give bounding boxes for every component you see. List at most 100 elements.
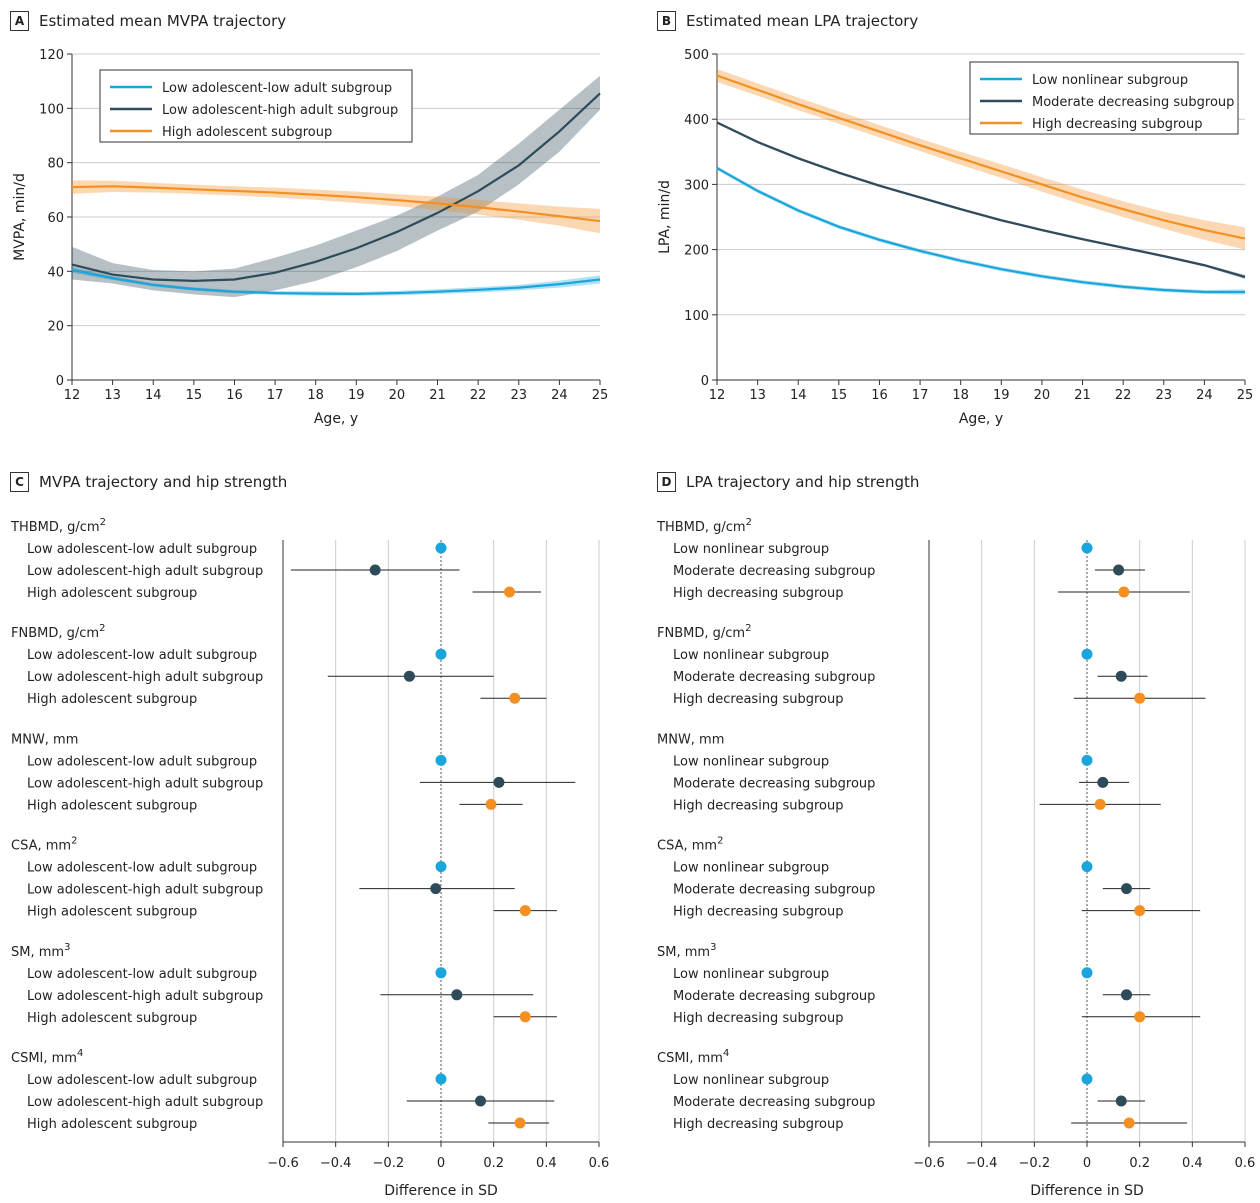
panel-c-header: C MVPA trajectory and hip strength xyxy=(10,472,287,492)
panel-b-letter: B xyxy=(657,11,676,31)
chart-a-xtick-label: 12 xyxy=(64,388,81,403)
chart-c-row-label: Low adolescent-low adult subgroup xyxy=(27,648,257,663)
chart-c-point-estimate xyxy=(435,1073,447,1085)
chart-d-row-label: Low nonlinear subgroup xyxy=(673,967,829,982)
chart-c-point-estimate xyxy=(435,967,447,979)
chart-d-group-label-sup: 2 xyxy=(745,623,751,634)
chart-c-point-estimate xyxy=(509,692,521,704)
chart-c-group-label-6: CSMI, mm4 xyxy=(11,1048,83,1066)
chart-d-point-estimate xyxy=(1094,798,1106,810)
chart-d-row-label: High decreasing subgroup xyxy=(673,586,843,601)
chart-d-row-label: High decreasing subgroup xyxy=(673,692,843,707)
chart-c-point-estimate xyxy=(519,905,531,917)
chart-b-xtick-label: 14 xyxy=(790,388,807,403)
chart-c-xtick-label: 0.4 xyxy=(536,1156,557,1171)
chart-a-xtick-label: 14 xyxy=(145,388,162,403)
chart-a-series-line-2 xyxy=(71,92,601,282)
chart-c-point-estimate xyxy=(514,1117,526,1129)
chart-b-ytick-label: 0 xyxy=(701,374,709,389)
chart-c-row-label: Low adolescent-low adult subgroup xyxy=(27,754,257,769)
chart-d-row-label: Low nonlinear subgroup xyxy=(673,754,829,769)
chart-c-x-axis-label: Difference in SD xyxy=(384,1183,498,1199)
chart-c-point-estimate xyxy=(403,670,415,682)
chart-d-row-label: Low nonlinear subgroup xyxy=(673,1073,829,1088)
chart-b-ci-band-3 xyxy=(717,68,1245,250)
chart-d-group-label-4: CSA, mm2 xyxy=(657,836,723,854)
chart-b-xtick-label: 19 xyxy=(993,388,1010,403)
chart-d-point-estimate xyxy=(1121,883,1132,895)
chart-b-ytick-label: 500 xyxy=(684,48,709,63)
chart-d-xtick-label: 0.2 xyxy=(1129,1156,1150,1171)
chart-a-xtick-label: 13 xyxy=(104,388,121,403)
panel-c-title: MVPA trajectory and hip strength xyxy=(39,473,288,491)
chart-c-xtick-label: 0.6 xyxy=(589,1156,610,1171)
chart-c-point-estimate xyxy=(435,861,447,873)
chart-a-ytick-label: 0 xyxy=(56,374,64,389)
chart-b-xtick-label: 15 xyxy=(831,388,848,403)
chart-c-row-label: High adolescent subgroup xyxy=(27,798,197,813)
chart-c-xtick-label: 0 xyxy=(437,1156,445,1171)
chart-d-group-label-1: THBMD, g/cm2 xyxy=(656,517,752,535)
chart-a-ytick-label: 100 xyxy=(39,102,64,117)
chart-c-group-label-sup: 2 xyxy=(99,623,105,634)
chart-d-x-axis-label: Difference in SD xyxy=(1030,1183,1144,1199)
chart-d-point-estimate xyxy=(1081,542,1093,554)
chart-a-ci-band-3 xyxy=(72,180,600,234)
chart-d-point-estimate xyxy=(1115,670,1127,682)
chart-c-group-label-sup: 2 xyxy=(71,836,77,847)
chart-d-group-label-sup: 2 xyxy=(717,836,723,847)
panel-d-header: D LPA trajectory and hip strength xyxy=(657,472,919,492)
chart-d-xtick-label: −0.4 xyxy=(966,1156,998,1171)
chart-a-y-axis-label: MVPA, min/d xyxy=(12,173,28,261)
chart-a-xtick-label: 17 xyxy=(267,388,284,403)
chart-d-group-label-3: MNW, mm xyxy=(657,732,724,747)
chart-d-xtick-label: 0.4 xyxy=(1182,1156,1203,1171)
chart-d-row-label: Low nonlinear subgroup xyxy=(673,861,829,876)
chart-a-xtick-label: 23 xyxy=(510,388,527,403)
chart-d-point-estimate xyxy=(1081,1073,1093,1085)
chart-a-x-axis-label: Age, y xyxy=(314,411,358,427)
chart-d-point-estimate xyxy=(1081,967,1093,979)
chart-d-xtick-label: −0.2 xyxy=(1019,1156,1051,1171)
chart-b-xtick-label: 12 xyxy=(709,388,726,403)
chart-d-row-label: Moderate decreasing subgroup xyxy=(673,989,875,1004)
chart-c-row-label: High adolescent subgroup xyxy=(27,905,197,920)
chart-c-point-estimate xyxy=(430,883,442,895)
chart-b-ytick-label: 200 xyxy=(684,244,709,259)
chart-c-point-estimate xyxy=(435,754,447,766)
chart-c-row-label: Low adolescent-high adult subgroup xyxy=(27,1095,263,1110)
chart-c-group-label-sup: 2 xyxy=(100,517,106,528)
chart-b-y-axis-label: LPA, min/d xyxy=(657,180,673,254)
chart-b-series-line-3 xyxy=(716,74,1246,240)
chart-b-legend-label-3: High decreasing subgroup xyxy=(1032,117,1202,132)
chart-b-series-line-2 xyxy=(716,121,1246,279)
chart-c-point-estimate xyxy=(369,564,381,576)
chart-c-point-estimate xyxy=(503,586,515,598)
panel-a-title: Estimated mean MVPA trajectory xyxy=(39,12,287,30)
chart-d-point-estimate xyxy=(1134,692,1146,704)
chart-c-row-label: High adolescent subgroup xyxy=(27,1011,197,1026)
chart-c-group-label-sup: 3 xyxy=(64,942,70,953)
chart-b-legend-label-1: Low nonlinear subgroup xyxy=(1032,73,1188,88)
chart-a-legend-label-2: Low adolescent-high adult subgroup xyxy=(162,103,398,118)
chart-d-point-estimate xyxy=(1097,776,1109,788)
chart-b-xtick-label: 21 xyxy=(1074,388,1091,403)
chart-c-row-label: Low adolescent-low adult subgroup xyxy=(27,861,257,876)
chart-d-group-label-sup: 4 xyxy=(723,1048,729,1059)
chart-d-row-label: Moderate decreasing subgroup xyxy=(673,670,875,685)
chart-c-group-label-5: SM, mm3 xyxy=(11,942,70,960)
chart-c-row-label: High adolescent subgroup xyxy=(27,1117,197,1132)
chart-c-xtick-label: −0.4 xyxy=(320,1156,352,1171)
chart-d-point-estimate xyxy=(1123,1117,1135,1129)
chart-a-xtick-label: 18 xyxy=(307,388,324,403)
chart-b-xtick-label: 22 xyxy=(1115,388,1132,403)
chart-d-point-estimate xyxy=(1121,989,1132,1001)
chart-b-ytick-label: 100 xyxy=(684,309,709,324)
chart-c-point-estimate xyxy=(435,648,447,660)
panel-a-letter: A xyxy=(10,11,29,31)
chart-b-xtick-label: 25 xyxy=(1237,388,1254,403)
chart-d-xtick-label: 0.6 xyxy=(1235,1156,1256,1171)
chart-c-row-label: Low adolescent-high adult subgroup xyxy=(27,670,263,685)
chart-d-point-estimate xyxy=(1134,905,1146,917)
